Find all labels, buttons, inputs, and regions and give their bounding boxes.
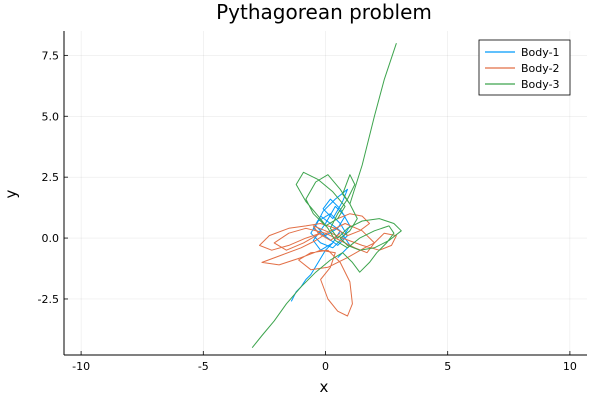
legend-label-body-1: Body-1 (521, 46, 560, 59)
x-axis-label: x (320, 378, 329, 396)
x-tick-label-4: 10 (563, 360, 577, 373)
y-tick-label-3: 5.0 (42, 110, 60, 123)
chart-title: Pythagorean problem (216, 0, 432, 24)
x-tick-label-3: 5 (444, 360, 451, 373)
series-line-body-3 (251, 43, 402, 349)
series-layer (251, 43, 402, 349)
legend-label-body-2: Body-2 (521, 62, 560, 75)
y-tick-label-2: 2.5 (42, 171, 60, 184)
legend: Body-1 Body-2 Body-3 (478, 39, 571, 96)
series-line-body-2 (259, 213, 397, 317)
y-tick-label-0: -2.5 (38, 293, 59, 306)
y-axis-label: y (2, 189, 20, 198)
x-tick-label-1: -5 (198, 360, 209, 373)
legend-label-body-3: Body-3 (521, 78, 560, 91)
y-tick-label-1: 0.0 (42, 232, 60, 245)
ticks: -10 -5 0 5 10 -2.5 0.0 2.5 5.0 7.5 (38, 49, 577, 373)
x-tick-label-2: 0 (322, 360, 329, 373)
x-tick-label-0: -10 (72, 360, 90, 373)
y-tick-label-4: 7.5 (42, 49, 60, 62)
